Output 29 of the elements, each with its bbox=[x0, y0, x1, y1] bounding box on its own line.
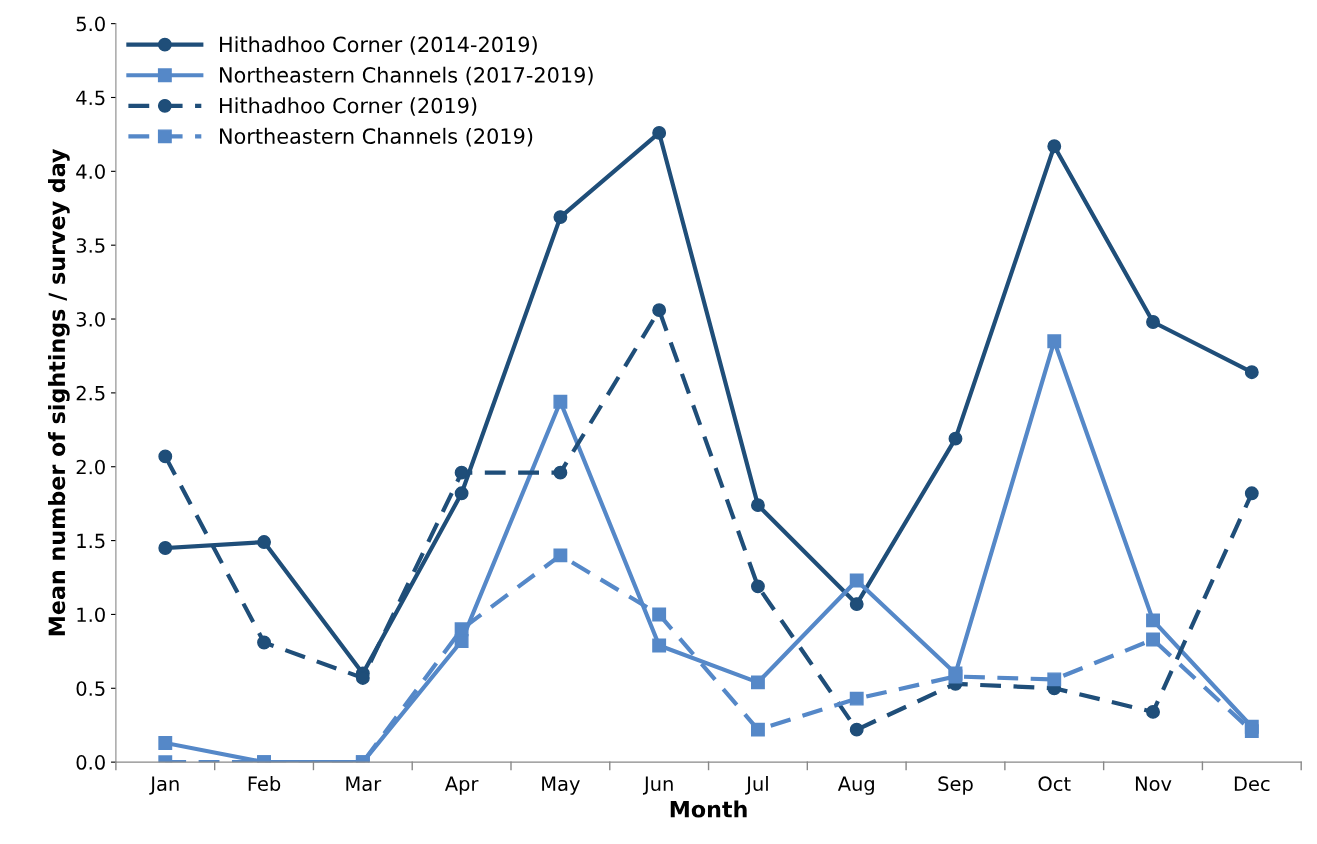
x-tick-label: Apr bbox=[444, 776, 479, 795]
y-tick-label: 4.5 bbox=[76, 90, 105, 106]
y-tick-label: 0.0 bbox=[76, 755, 105, 770]
x-tick-label: Oct bbox=[1038, 776, 1071, 792]
x-tick-label: Mar bbox=[346, 776, 382, 792]
y-tick-label: 2.5 bbox=[76, 385, 105, 401]
y-tick-label: 3.5 bbox=[76, 238, 105, 253]
y-tick-label: 2.0 bbox=[76, 459, 105, 475]
x-axis-title: Month bbox=[670, 800, 747, 818]
x-tick-label: Jun bbox=[642, 776, 673, 795]
x-tick-label: Dec bbox=[1234, 776, 1270, 792]
legend-label: Northeastern Channels (2017-2019) bbox=[220, 66, 593, 86]
x-tick-label: May bbox=[542, 776, 580, 795]
x-tick-label: Feb bbox=[248, 776, 281, 792]
x-tick-label: Nov bbox=[1135, 776, 1172, 792]
legend-label: Northeastern Channels (2019) bbox=[220, 127, 533, 147]
y-tick-label: 1.5 bbox=[77, 533, 105, 549]
y-tick-label: 4.0 bbox=[76, 164, 105, 179]
x-tick-label: Sep bbox=[938, 776, 973, 795]
y-tick-label: 5.0 bbox=[76, 16, 105, 32]
x-tick-label: Aug bbox=[837, 776, 874, 795]
y-tick-label: 3.0 bbox=[76, 311, 105, 327]
legend-label: Hithadhoo Corner (2014-2019) bbox=[220, 36, 537, 55]
y-tick-label: 1.0 bbox=[77, 607, 105, 623]
y-tick-label: 0.5 bbox=[76, 681, 105, 696]
x-tick-label: Jul bbox=[745, 776, 768, 795]
y-axis-title: Mean number of sightings / survey day bbox=[48, 148, 70, 636]
legend-label: Hithadhoo Corner (2019) bbox=[220, 97, 477, 116]
x-tick-label: Jan bbox=[149, 776, 179, 795]
